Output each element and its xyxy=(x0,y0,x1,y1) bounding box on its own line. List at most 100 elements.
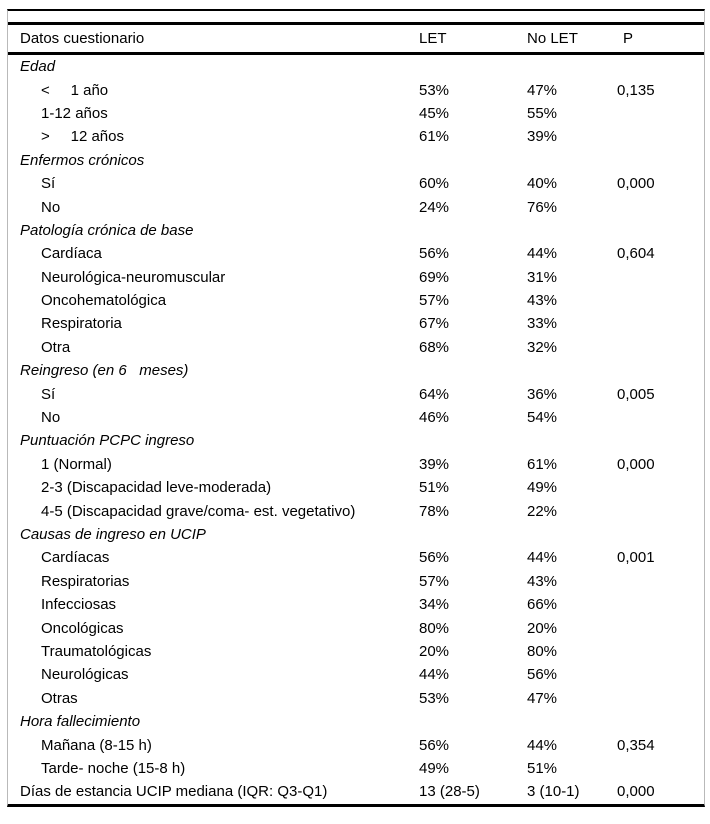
no-let-value: 43% xyxy=(527,572,558,590)
let-value: 64% xyxy=(419,385,450,403)
no-let-value: 22% xyxy=(527,502,558,520)
row-label: Patología crónica de base xyxy=(20,221,194,239)
no-let-value: 76% xyxy=(527,198,558,216)
table-row: Patología crónica de base xyxy=(8,219,704,242)
table-row: 4-5 (Discapacidad grave/coma- est. veget… xyxy=(8,499,704,522)
p-value: 0,000 xyxy=(617,175,655,193)
no-let-value: 56% xyxy=(527,666,558,684)
row-label: Respiratorias xyxy=(41,572,130,590)
p-value: 0,135 xyxy=(617,81,655,99)
let-value: 44% xyxy=(419,666,450,684)
let-value: 61% xyxy=(419,128,450,146)
let-value: 20% xyxy=(419,642,450,660)
row-label: No xyxy=(41,409,61,427)
no-let-value: 40% xyxy=(527,175,558,193)
row-label: Enfermos crónicos xyxy=(20,151,145,169)
table-row: Respiratorias 57% 43% xyxy=(8,570,704,593)
questionnaire-data-table: Datos cuestionario LET No LET P Edad < 1… xyxy=(7,9,705,807)
no-let-value: 44% xyxy=(527,549,558,567)
row-label: Edad xyxy=(20,58,56,76)
p-value: 0,604 xyxy=(617,245,655,263)
row-label: Otra xyxy=(41,338,71,356)
table-row: Cardíaca 56% 44% 0,604 xyxy=(8,242,704,265)
table-row: Sí 60% 40% 0,000 xyxy=(8,172,704,195)
table-header-row: Datos cuestionario LET No LET P xyxy=(8,25,704,55)
row-label: Tarde- noche (15-8 h) xyxy=(41,759,186,777)
no-let-value: 61% xyxy=(527,455,558,473)
row-label: Otras xyxy=(41,689,78,707)
let-value: 67% xyxy=(419,315,450,333)
let-value: 53% xyxy=(419,81,450,99)
table-row: Otras 53% 47% xyxy=(8,687,704,710)
row-label: No xyxy=(41,198,61,216)
table-row: 1 (Normal) 39% 61% 0,000 xyxy=(8,453,704,476)
p-value: 0,001 xyxy=(617,549,655,567)
no-let-value: 55% xyxy=(527,104,558,122)
no-let-value: 31% xyxy=(527,268,558,286)
header-let: LET xyxy=(419,30,447,47)
row-label: Cardíacas xyxy=(41,549,110,567)
table-row: Tarde- noche (15-8 h) 49% 51% xyxy=(8,757,704,780)
table-row: Cardíacas 56% 44% 0,001 xyxy=(8,546,704,569)
table-row: Neurológicas 44% 56% xyxy=(8,663,704,686)
row-label: Traumatológicas xyxy=(41,642,152,660)
p-value: 0,000 xyxy=(617,783,655,801)
no-let-value: 66% xyxy=(527,596,558,614)
row-label: 2-3 (Discapacidad leve-moderada) xyxy=(41,479,272,497)
no-let-value: 47% xyxy=(527,689,558,707)
no-let-value: 3 (10-1) xyxy=(527,783,580,801)
let-value: 80% xyxy=(419,619,450,637)
row-label: Cardíaca xyxy=(41,245,102,263)
header-datos-cuestionario: Datos cuestionario xyxy=(20,30,145,47)
table-row: No 46% 54% xyxy=(8,406,704,429)
no-let-value: 80% xyxy=(527,642,558,660)
let-value: 57% xyxy=(419,292,450,310)
row-label: 1 (Normal) xyxy=(41,455,112,473)
let-value: 60% xyxy=(419,175,450,193)
row-label: Neurológicas xyxy=(41,666,129,684)
table-row: 1-12 años 45% 55% xyxy=(8,102,704,125)
table-row: Infecciosas 34% 66% xyxy=(8,593,704,616)
let-value: 24% xyxy=(419,198,450,216)
table-row: Otra 68% 32% xyxy=(8,336,704,359)
no-let-value: 32% xyxy=(527,338,558,356)
row-label: < 1 año xyxy=(41,81,109,99)
table-row: < 1 año 53% 47% 0,135 xyxy=(8,78,704,101)
row-label: Oncohematológica xyxy=(41,292,167,310)
row-label: Sí xyxy=(41,385,56,403)
p-value: 0,000 xyxy=(617,455,655,473)
let-value: 13 (28-5) xyxy=(419,783,480,801)
row-label: Oncológicas xyxy=(41,619,124,637)
table-row: Mañana (8-15 h) 56% 44% 0,354 xyxy=(8,733,704,756)
no-let-value: 33% xyxy=(527,315,558,333)
let-value: 69% xyxy=(419,268,450,286)
no-let-value: 49% xyxy=(527,479,558,497)
row-label: Neurológica-neuromuscular xyxy=(41,268,226,286)
let-value: 57% xyxy=(419,572,450,590)
row-label: Reingreso (en 6 meses) xyxy=(20,362,189,380)
row-label: Sí xyxy=(41,175,56,193)
table-row: Sí 64% 36% 0,005 xyxy=(8,382,704,405)
table-row: Hora fallecimiento xyxy=(8,710,704,733)
let-value: 51% xyxy=(419,479,450,497)
table-row: Respiratoria 67% 33% xyxy=(8,312,704,335)
no-let-value: 54% xyxy=(527,409,558,427)
row-label: 1-12 años xyxy=(41,104,108,122)
header-p: P xyxy=(623,30,634,47)
let-value: 49% xyxy=(419,759,450,777)
row-label: 4-5 (Discapacidad grave/coma- est. veget… xyxy=(41,502,356,520)
row-label: Hora fallecimiento xyxy=(20,713,141,731)
let-value: 39% xyxy=(419,455,450,473)
table-row: No 24% 76% xyxy=(8,195,704,218)
table-row: Reingreso (en 6 meses) xyxy=(8,359,704,382)
table-row: Oncohematológica 57% 43% xyxy=(8,289,704,312)
table-row: Edad xyxy=(8,55,704,78)
no-let-value: 36% xyxy=(527,385,558,403)
p-value: 0,354 xyxy=(617,736,655,754)
table-row: Neurológica-neuromuscular 69% 31% xyxy=(8,266,704,289)
table-row: Puntuación PCPC ingreso xyxy=(8,429,704,452)
let-value: 68% xyxy=(419,338,450,356)
no-let-value: 44% xyxy=(527,736,558,754)
no-let-value: 44% xyxy=(527,245,558,263)
header-no-let: No LET xyxy=(527,30,578,47)
